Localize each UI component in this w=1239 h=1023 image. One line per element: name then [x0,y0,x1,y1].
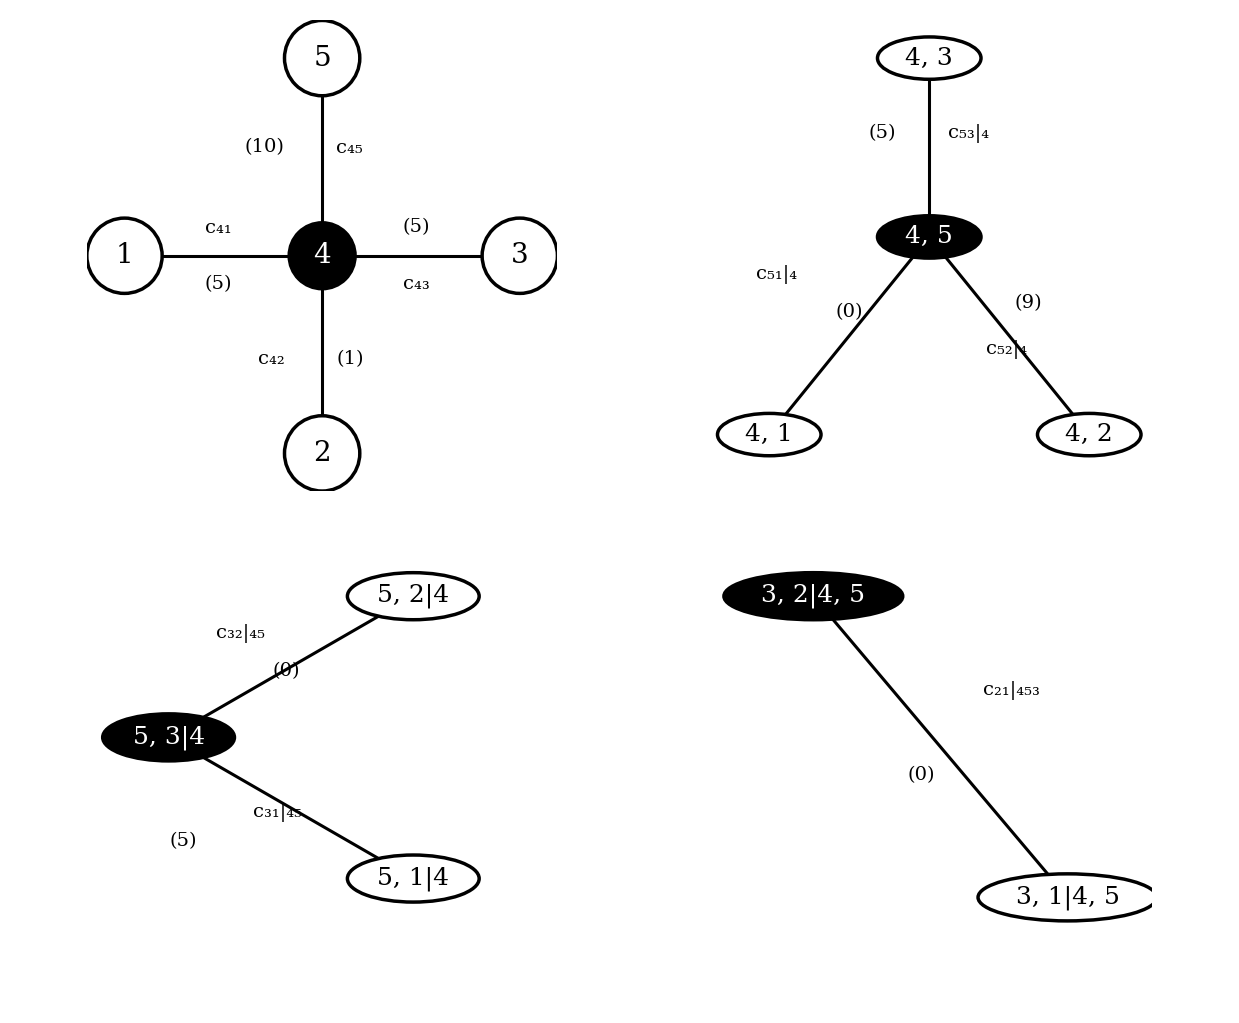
Text: 3, 1|4, 5: 3, 1|4, 5 [1016,885,1119,909]
Ellipse shape [877,216,981,258]
Circle shape [285,20,359,96]
Text: (5): (5) [204,275,233,293]
Text: (0): (0) [835,303,862,321]
Text: c₂₁|₄₅₃: c₂₁|₄₅₃ [983,681,1040,700]
Text: c₃₂|₄₅: c₃₂|₄₅ [216,624,265,643]
Text: c₄₅: c₄₅ [336,138,363,157]
Ellipse shape [978,874,1157,921]
Circle shape [482,218,558,294]
Text: c₃₁|₄₅: c₃₁|₄₅ [253,803,302,822]
Ellipse shape [347,573,479,620]
Text: (5): (5) [869,125,896,142]
Text: (5): (5) [403,219,430,236]
Text: c₅₂|₄: c₅₂|₄ [986,341,1027,359]
Text: c₅₁|₄: c₅₁|₄ [756,265,798,284]
Ellipse shape [347,855,479,902]
Text: (9): (9) [1015,294,1042,312]
Text: c₅₃|₄: c₅₃|₄ [948,124,989,143]
Text: 4, 2: 4, 2 [1066,424,1113,446]
Ellipse shape [717,413,821,456]
Text: 4: 4 [313,242,331,269]
Ellipse shape [724,573,903,620]
Ellipse shape [103,714,234,761]
Text: 2: 2 [313,440,331,466]
Text: c₄₂: c₄₂ [258,350,285,368]
Circle shape [289,223,356,288]
Ellipse shape [1037,413,1141,456]
Text: (10): (10) [244,138,285,157]
Ellipse shape [877,37,981,80]
Text: c₄₁: c₄₁ [206,219,232,236]
Text: 5, 1|4: 5, 1|4 [378,866,450,891]
Text: 5, 2|4: 5, 2|4 [377,584,450,609]
Circle shape [285,415,359,491]
Circle shape [87,218,162,294]
Text: 4, 3: 4, 3 [906,47,953,70]
Text: (0): (0) [273,663,300,680]
Text: (1): (1) [336,350,364,368]
Text: 5: 5 [313,45,331,72]
Text: 3: 3 [510,242,529,269]
Text: c₄₃: c₄₃ [403,275,430,293]
Text: 1: 1 [115,242,134,269]
Text: 4, 5: 4, 5 [906,225,953,249]
Text: 4, 1: 4, 1 [746,424,793,446]
Text: 3, 2|4, 5: 3, 2|4, 5 [761,584,865,609]
Text: (0): (0) [907,766,935,784]
Text: (5): (5) [170,832,197,850]
Text: 5, 3|4: 5, 3|4 [133,725,204,750]
